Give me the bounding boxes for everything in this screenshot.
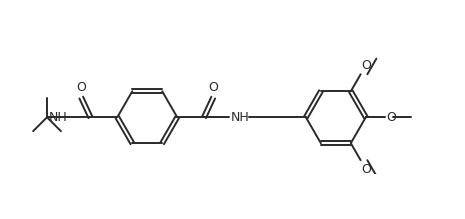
Text: O: O <box>361 163 371 176</box>
Text: NH: NH <box>231 111 250 124</box>
Text: O: O <box>386 111 396 124</box>
Text: O: O <box>208 81 218 94</box>
Text: O: O <box>76 81 86 94</box>
Text: O: O <box>361 59 371 72</box>
Text: NH: NH <box>49 111 68 124</box>
